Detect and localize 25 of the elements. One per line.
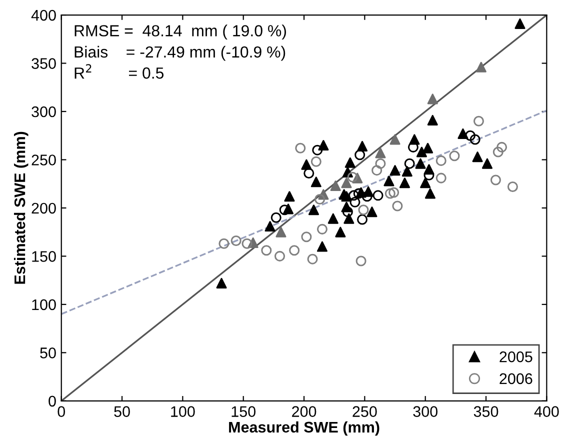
y-tick-label: 200	[32, 202, 56, 214]
x-tick-label: 300	[413, 406, 438, 417]
y-tick-label: 350	[32, 58, 56, 69]
x-tick-label: 350	[474, 406, 498, 417]
text: R$^{2}$ = 0.5	[74, 64, 164, 79]
y-tick-label: 400	[31, 10, 56, 21]
x-tick-label: 400	[534, 406, 559, 417]
x-tick-label: 50	[114, 406, 130, 417]
x-axis-title: Measured SWE (mm)	[229, 421, 380, 436]
y-tick-label: 300	[32, 106, 56, 118]
y-axis-title: Estimated SWE (mm)	[14, 132, 28, 284]
y-tick-label: 0	[48, 396, 56, 407]
legend-label: 2005	[500, 351, 532, 362]
x-tick-label: 200	[292, 406, 316, 417]
x-tick-label: 250	[352, 406, 377, 417]
x-tick-label: 0	[58, 406, 66, 417]
annotation: RMSE = 48.14 mm ( 19.0 %)	[74, 24, 286, 40]
y-tick-label: 50	[40, 348, 56, 358]
y-tick-label: 250	[32, 154, 56, 166]
annotation: Biais = -27.49 mm (-10.9 %)	[74, 46, 286, 61]
legend-label: 2006	[500, 373, 532, 384]
y-tick-label: 100	[32, 299, 56, 310]
y-tick-label: 150	[32, 251, 56, 262]
x-tick-label: 150	[232, 406, 256, 417]
x-tick-label: 100	[171, 406, 195, 417]
